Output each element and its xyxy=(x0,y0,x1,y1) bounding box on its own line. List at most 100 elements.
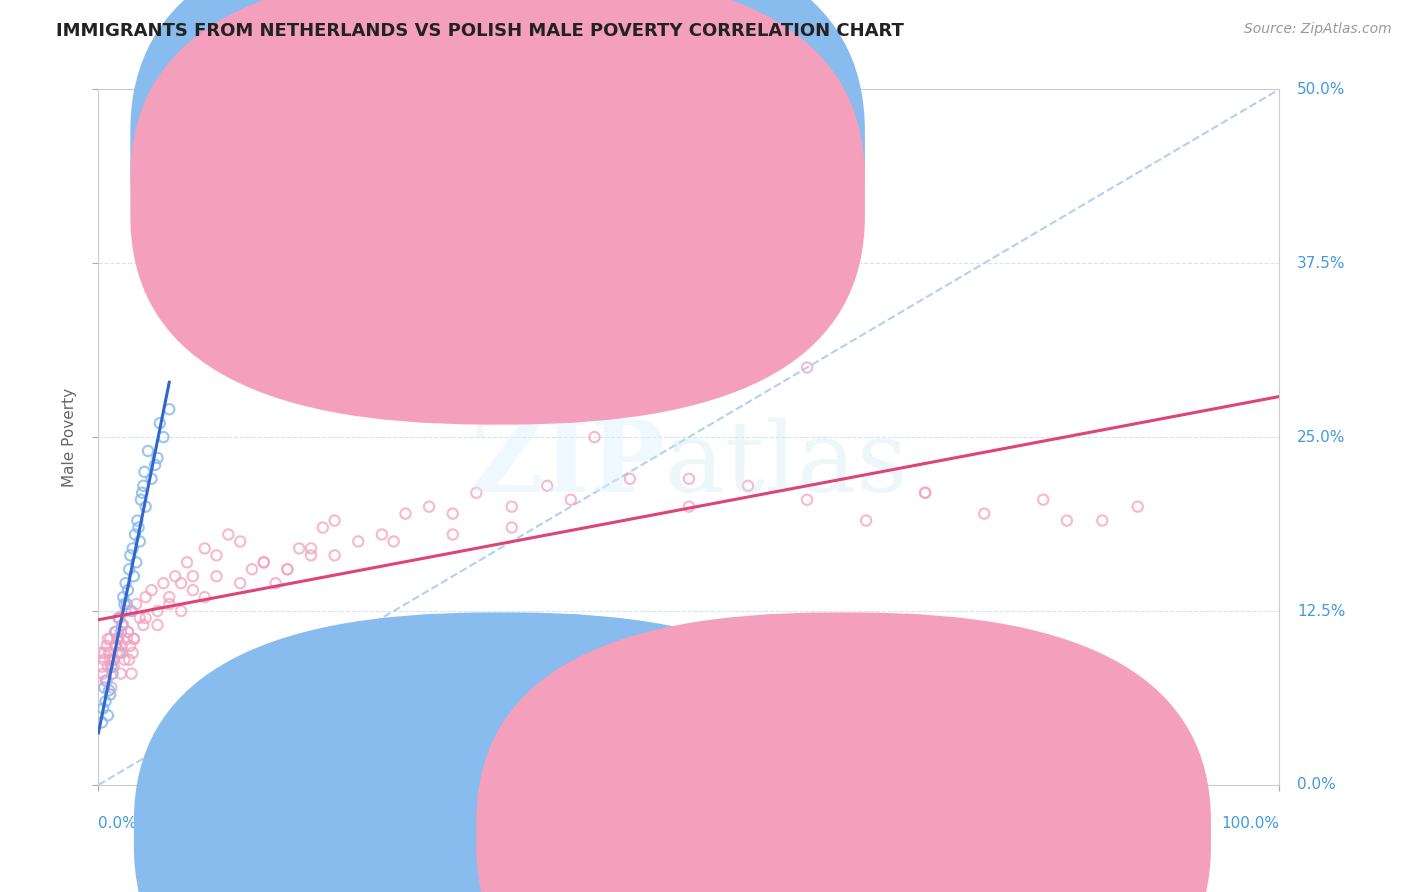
Point xyxy=(118,653,141,667)
Point xyxy=(120,639,142,653)
Point xyxy=(146,450,169,465)
Point xyxy=(737,479,759,493)
Point xyxy=(165,569,187,583)
Point xyxy=(121,666,143,681)
Point xyxy=(125,555,148,569)
Point xyxy=(125,597,148,611)
Y-axis label: Male Poverty: Male Poverty xyxy=(62,387,77,487)
Point xyxy=(98,646,121,660)
Point xyxy=(654,221,676,235)
Point xyxy=(98,683,121,698)
Point xyxy=(619,472,641,486)
Point xyxy=(122,632,145,646)
Point xyxy=(347,534,370,549)
Point xyxy=(501,520,523,534)
Point xyxy=(136,444,159,458)
Point xyxy=(141,472,163,486)
Point xyxy=(132,618,155,632)
Point xyxy=(141,583,163,598)
FancyBboxPatch shape xyxy=(134,613,869,892)
Point xyxy=(973,507,995,521)
Point xyxy=(135,500,157,514)
Text: 0.0%: 0.0% xyxy=(1298,778,1336,792)
Point xyxy=(1102,743,1125,757)
Point xyxy=(418,500,440,514)
FancyBboxPatch shape xyxy=(458,113,730,235)
Point xyxy=(98,653,121,667)
Point xyxy=(371,527,394,541)
Point xyxy=(93,653,115,667)
Point xyxy=(100,681,122,695)
Point xyxy=(134,465,156,479)
Point xyxy=(112,590,135,604)
Point xyxy=(288,541,311,556)
Point xyxy=(678,500,700,514)
Point xyxy=(111,639,134,653)
Point xyxy=(1126,500,1149,514)
Point xyxy=(146,618,169,632)
Point xyxy=(276,562,298,576)
Point xyxy=(132,479,155,493)
Point xyxy=(796,360,818,375)
Text: ZIP: ZIP xyxy=(471,417,665,514)
Point xyxy=(98,688,121,702)
Point xyxy=(105,639,128,653)
Point xyxy=(93,646,115,660)
Point xyxy=(240,562,263,576)
Point xyxy=(96,639,118,653)
Point xyxy=(118,562,141,576)
Point xyxy=(796,492,818,507)
Point xyxy=(117,624,139,639)
Point xyxy=(149,416,172,430)
Point xyxy=(97,708,120,723)
Point xyxy=(253,555,276,569)
Point xyxy=(1056,514,1078,528)
Point xyxy=(96,673,118,688)
Point xyxy=(103,653,125,667)
Point xyxy=(94,694,117,708)
Point xyxy=(107,632,129,646)
Text: IMMIGRANTS FROM NETHERLANDS VS POLISH MALE POVERTY CORRELATION CHART: IMMIGRANTS FROM NETHERLANDS VS POLISH MA… xyxy=(56,22,904,40)
FancyBboxPatch shape xyxy=(477,613,1211,892)
Point xyxy=(97,659,120,673)
Point xyxy=(105,639,128,653)
Point xyxy=(157,590,180,604)
Point xyxy=(536,479,558,493)
Point xyxy=(115,632,138,646)
Text: Poles: Poles xyxy=(866,826,905,841)
Point xyxy=(107,611,129,625)
Point xyxy=(121,604,143,618)
Point xyxy=(105,646,128,660)
Point xyxy=(131,485,153,500)
FancyBboxPatch shape xyxy=(131,0,865,378)
FancyBboxPatch shape xyxy=(131,0,865,425)
Point xyxy=(299,549,322,563)
Point xyxy=(394,507,416,521)
Point xyxy=(128,534,150,549)
Text: 100.0%: 100.0% xyxy=(1222,815,1279,830)
Point xyxy=(170,576,193,591)
Text: R = 0.290: R = 0.290 xyxy=(527,189,610,204)
Point xyxy=(855,514,877,528)
Text: Source: ZipAtlas.com: Source: ZipAtlas.com xyxy=(1244,22,1392,37)
Point xyxy=(501,500,523,514)
Point xyxy=(157,402,180,417)
Point xyxy=(128,520,150,534)
Point xyxy=(441,527,464,541)
Point xyxy=(105,624,128,639)
Point xyxy=(97,632,120,646)
Text: N =  45: N = 45 xyxy=(634,142,696,157)
Point xyxy=(194,590,217,604)
Point xyxy=(181,569,204,583)
Point xyxy=(583,430,606,444)
Point xyxy=(111,646,134,660)
Point xyxy=(229,534,252,549)
Point xyxy=(111,618,134,632)
Point xyxy=(465,485,488,500)
Point xyxy=(100,659,122,673)
Point xyxy=(135,590,157,604)
Point xyxy=(229,576,252,591)
Point xyxy=(121,646,143,660)
Text: 37.5%: 37.5% xyxy=(1298,256,1346,270)
Point xyxy=(91,701,114,715)
